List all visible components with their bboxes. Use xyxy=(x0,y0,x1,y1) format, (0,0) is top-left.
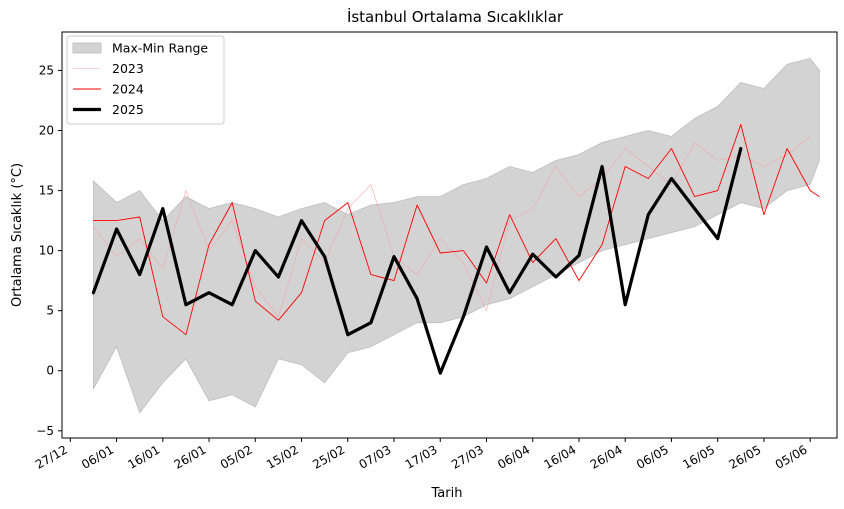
x-axis-label: Tarih xyxy=(431,486,463,501)
series-line-2023 xyxy=(93,136,811,318)
x-axis: 27/12 06/01 16/01 26/01 05/02 15/02 25/02 07/03… xyxy=(33,438,811,472)
x-tick-label: 16/01 xyxy=(125,442,162,471)
y-tick-label: 0 xyxy=(46,364,54,378)
y-axis: −5 0 5 10 15 20 25 xyxy=(36,63,62,438)
x-tick-label: 27/12 xyxy=(33,442,70,471)
series-line-2025 xyxy=(91,146,743,375)
y-tick-label: 20 xyxy=(39,123,54,137)
x-tick-label: 05/06 xyxy=(773,442,810,471)
x-tick-label: 17/03 xyxy=(403,442,440,471)
legend-label: 2023 xyxy=(112,61,144,76)
x-tick-label: 15/02 xyxy=(264,442,301,471)
plot-area xyxy=(91,57,820,414)
x-tick-label: 16/04 xyxy=(542,442,579,471)
x-tick-label: 05/02 xyxy=(218,442,255,471)
chart-title: İstanbul Ortalama Sıcaklıklar xyxy=(347,7,564,26)
y-tick-label: 15 xyxy=(39,184,54,198)
y-axis-label: Ortalama Sıcaklık (°C) xyxy=(10,163,25,307)
y-tick-label: 5 xyxy=(46,304,54,318)
x-tick-label: 06/04 xyxy=(495,442,532,471)
legend-label: 2025 xyxy=(112,102,144,117)
legend-label: 2024 xyxy=(112,82,144,97)
x-tick-label: 27/03 xyxy=(449,442,486,471)
x-tick-label: 26/01 xyxy=(172,442,209,471)
x-tick-label: 26/05 xyxy=(726,442,763,471)
y-tick-label: 10 xyxy=(39,244,54,258)
legend-label: Max-Min Range xyxy=(112,41,208,56)
series-line-2024 xyxy=(92,124,820,336)
x-tick-label: 25/02 xyxy=(310,442,347,471)
x-tick-label: 16/05 xyxy=(680,442,717,471)
x-tick-label: 26/04 xyxy=(588,442,625,471)
x-tick-label: 06/05 xyxy=(634,442,671,471)
y-tick-label: 25 xyxy=(39,63,54,77)
x-tick-label: 06/01 xyxy=(79,442,116,471)
y-tick-label: −5 xyxy=(36,424,54,438)
legend-swatch-area xyxy=(72,42,102,54)
legend: Max-Min Range 2023 2024 2025 xyxy=(66,35,225,125)
legend-box xyxy=(66,35,225,125)
x-tick-label: 07/03 xyxy=(357,442,394,471)
range-area xyxy=(93,57,820,414)
plot-frame xyxy=(61,31,838,439)
